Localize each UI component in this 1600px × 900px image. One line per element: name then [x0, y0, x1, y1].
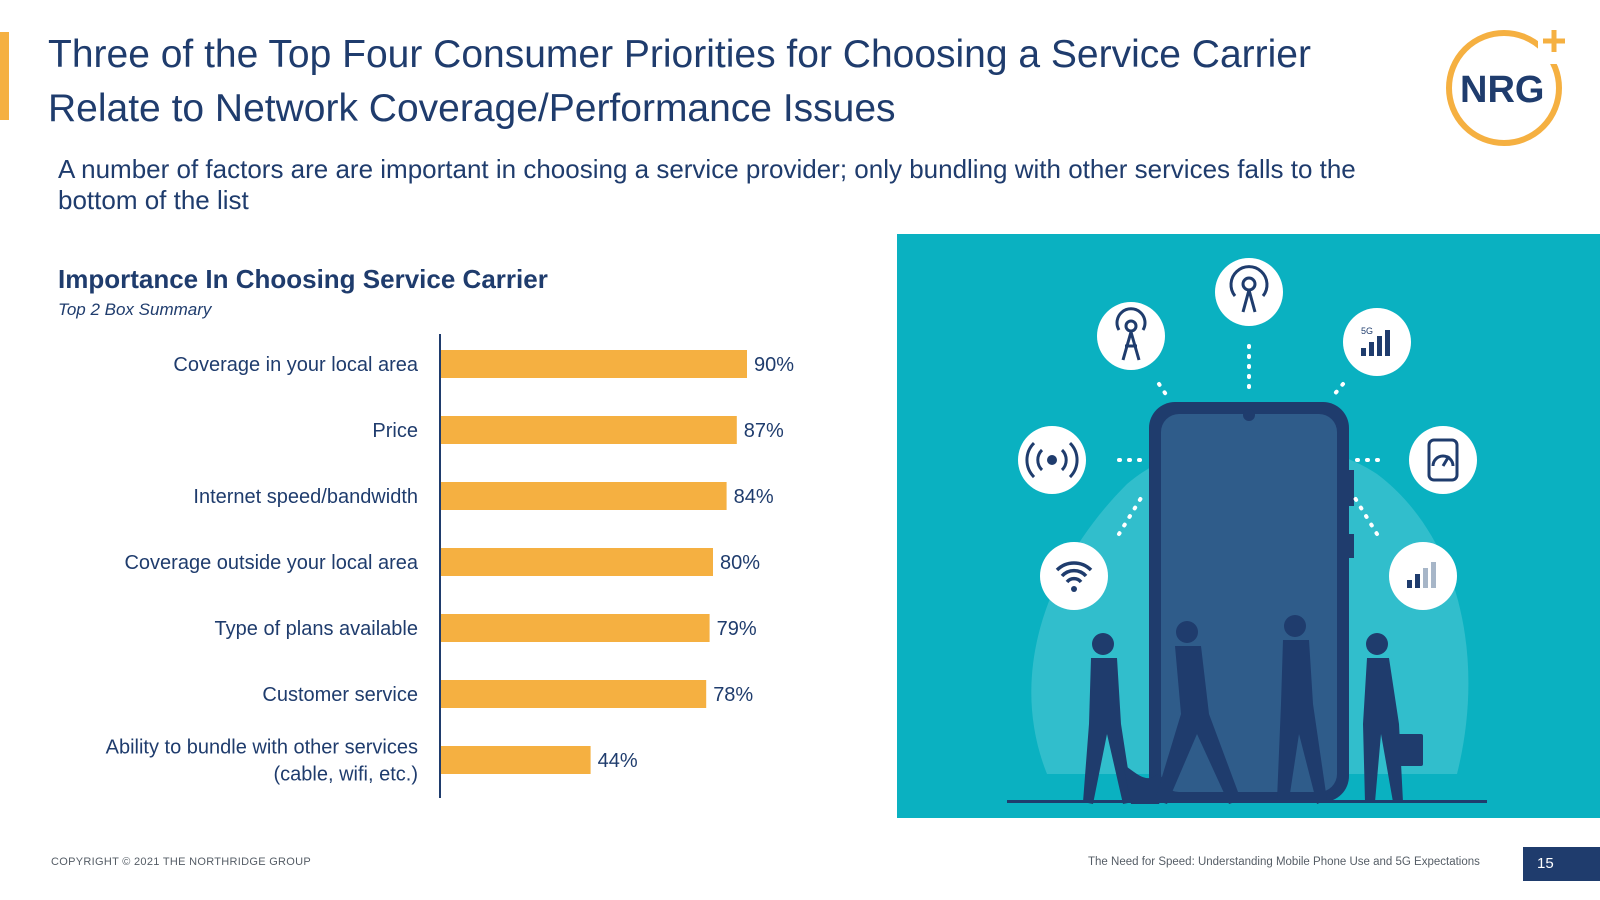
plus-icon: [1543, 30, 1565, 52]
value-label-3: 80%: [720, 552, 760, 574]
bar-1: [441, 416, 737, 444]
copyright-text: COPYRIGHT © 2021 THE NORTHRIDGE GROUP: [51, 856, 312, 868]
report-title: The Need for Speed: Understanding Mobile…: [1088, 856, 1480, 868]
people-silhouettes: [1083, 615, 1423, 804]
bar-0: [441, 350, 747, 378]
ground-line: [1007, 800, 1487, 803]
category-label-2: Internet speed/bandwidth: [193, 486, 418, 508]
value-label-2: 84%: [734, 486, 774, 508]
page-title: Three of the Top Four Consumer Prioritie…: [48, 33, 1311, 130]
value-label-5: 78%: [713, 684, 753, 706]
title-accent-bar: [0, 32, 9, 120]
wifi-icon: [1040, 542, 1108, 610]
antenna-icon: [1215, 258, 1283, 326]
category-label-1: Price: [372, 420, 418, 442]
value-label-1: 87%: [744, 420, 784, 442]
5g-signal-icon: 5G: [1343, 308, 1411, 376]
chart-subtitle: Top 2 Box Summary: [58, 300, 212, 319]
bar-5: [441, 680, 707, 708]
category-label-3: Coverage outside your local area: [124, 552, 418, 574]
signal-bars-icon: [1389, 542, 1457, 610]
bar-chart: 90% Coverage in your local area 87% Price 84…: [106, 334, 794, 798]
phone-speed-icon: [1409, 426, 1477, 494]
category-label-6-line-0: Ability to bundle with other services: [106, 737, 418, 759]
broadcast-icon: [1018, 426, 1086, 494]
cell-tower-icon: [1097, 302, 1165, 370]
svg-text:5G: 5G: [1361, 326, 1373, 336]
value-label-4: 79%: [717, 618, 757, 640]
category-label-4: Type of plans available: [215, 618, 418, 640]
bar-3: [441, 548, 713, 576]
value-label-6: 44%: [598, 750, 638, 772]
mobile-network-illustration: 5G: [897, 234, 1600, 818]
bar-6: [441, 746, 591, 774]
chart-title: Importance In Choosing Service Carrier: [58, 264, 548, 294]
bar-4: [441, 614, 710, 642]
page-number: 15: [1523, 847, 1600, 881]
nrg-logo: NRG: [1446, 26, 1568, 146]
page-subtitle: A number of factors are are important in…: [58, 154, 1356, 215]
category-label-6-line-1: (cable, wifi, etc.): [274, 764, 418, 786]
value-label-0: 90%: [754, 354, 794, 376]
bar-2: [441, 482, 727, 510]
category-label-5: Customer service: [262, 684, 418, 706]
logo-text: NRG: [1460, 69, 1544, 111]
category-label-0: Coverage in your local area: [173, 354, 418, 376]
